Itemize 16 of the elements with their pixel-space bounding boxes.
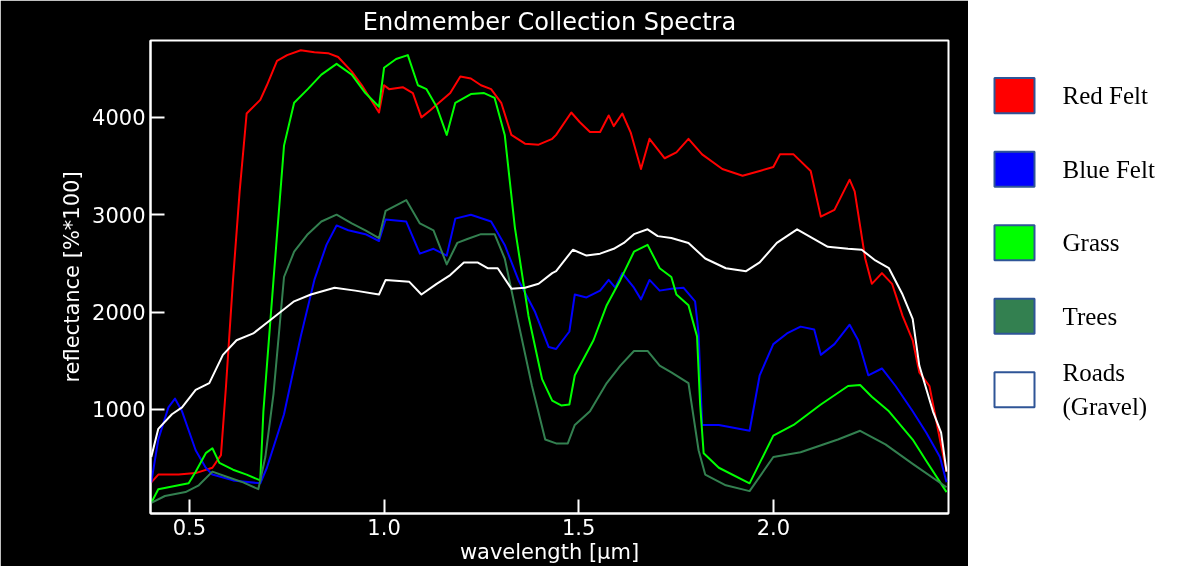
legend-label: Blue Felt [1062, 155, 1155, 183]
x-axis-title: wavelength [µm] [459, 539, 640, 564]
legend-label: Grass [1062, 229, 1120, 257]
x-tick-label: 0.5 [172, 515, 207, 540]
y-axis-title: reflectance [%*100] [60, 171, 85, 383]
x-tick-label: 1.5 [562, 515, 596, 540]
y-tick-label: 4000 [92, 106, 146, 131]
y-tick-label: 3000 [92, 203, 146, 228]
x-tick-label: 1.0 [367, 515, 401, 540]
chart-title: Endmember Collection Spectra [362, 7, 737, 36]
legend-label: Red Felt [1062, 82, 1148, 110]
legend-label: Trees [1062, 302, 1118, 330]
x-tick-label: 2.0 [756, 515, 791, 540]
legend-label: Roads (Gravel) [1062, 359, 1148, 422]
y-tick-label: 1000 [92, 398, 146, 423]
y-tick-label: 2000 [92, 301, 146, 326]
